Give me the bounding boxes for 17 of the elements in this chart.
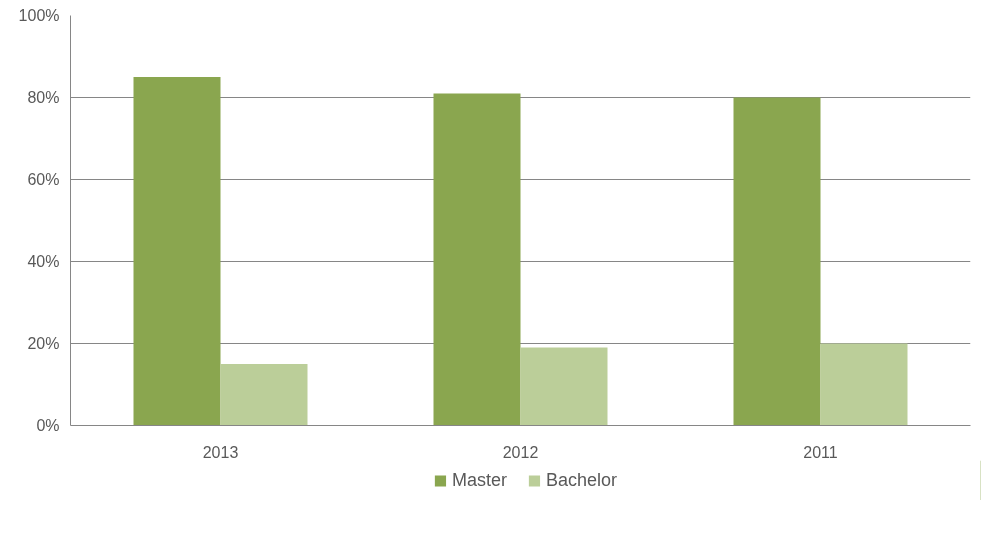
- y-tick-label: 100%: [18, 7, 60, 24]
- y-tick-label: 80%: [27, 89, 60, 106]
- x-tick-label: 2011: [803, 443, 838, 461]
- bar: [820, 343, 908, 426]
- bar: [133, 77, 221, 426]
- y-tick-label: 20%: [27, 335, 60, 352]
- x-tick-label: 2013: [202, 443, 239, 461]
- legend-label: Bachelor: [545, 469, 618, 491]
- bar: [220, 364, 308, 426]
- y-tick-label: 40%: [27, 253, 60, 270]
- y-tick-label: 0%: [36, 417, 60, 434]
- bar: [433, 93, 521, 426]
- bar: [733, 97, 821, 426]
- bar: [520, 347, 608, 426]
- legend-label: Master: [451, 469, 507, 491]
- x-tick-label: 2012: [502, 443, 539, 461]
- y-tick-label: 60%: [27, 171, 60, 188]
